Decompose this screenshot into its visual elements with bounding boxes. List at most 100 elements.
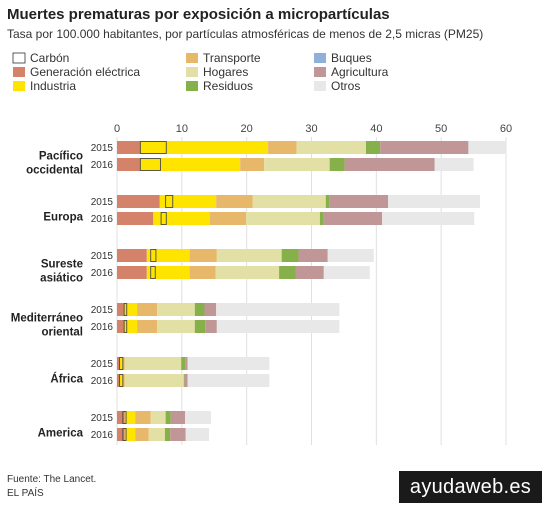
bar-segment-hogares (157, 320, 195, 333)
region-label: África (50, 373, 83, 386)
bar-segment-agricultura (344, 158, 435, 171)
bar-segment-carbon (139, 158, 161, 171)
bar-segment-residuos (281, 249, 299, 262)
bar-segment-agricultura (204, 303, 217, 316)
bar-segment-carbon (122, 411, 127, 424)
bar-segment-transporte (137, 320, 158, 333)
bar-segment-otros (323, 266, 370, 279)
bar-segment-agricultura (170, 428, 186, 441)
bar-segment-generacion (117, 249, 147, 262)
bar-segment-otros (185, 428, 210, 441)
bar-segment-hogares (157, 303, 195, 316)
bar-segment-hogares (216, 249, 282, 262)
bar-segment-residuos (183, 374, 185, 387)
bar-segment-otros (434, 158, 474, 171)
bar-segment-transporte (135, 428, 149, 441)
bar-segment-transporte (268, 141, 297, 154)
year-label: 2016 (91, 160, 114, 171)
bar-segment-residuos (319, 212, 324, 225)
bar-segment-residuos (329, 158, 345, 171)
bar-segment-hogares (124, 357, 182, 370)
chart-bars (117, 141, 506, 441)
stacked-bar-chart: Carbón Transporte Buques Generación eléctri… (11, 51, 512, 445)
bar-segment-generacion (117, 411, 125, 424)
year-label: 2015 (91, 251, 114, 262)
bar-segment-transporte (122, 374, 125, 387)
bar-segment-carbon (150, 266, 156, 279)
year-label: 2015 (91, 197, 114, 208)
bar-segment-industria (124, 428, 136, 441)
bar-segment-agricultura (184, 374, 188, 387)
year-label: 2015 (91, 359, 114, 370)
bar-segment-otros (187, 374, 270, 387)
year-label: 2015 (91, 413, 114, 424)
year-label: 2016 (91, 376, 114, 387)
chart-legend: Carbón Transporte Buques Generación eléctri… (12, 51, 389, 93)
bar-segment-generacion (117, 303, 125, 316)
bar-segment-hogares (215, 266, 280, 279)
region-label: occidental (26, 165, 83, 177)
bar-segment-carbon (165, 195, 174, 208)
bar-segment-agricultura (170, 411, 186, 424)
bar-segment-transporte (240, 158, 265, 171)
bar-segment-generacion (117, 374, 120, 387)
year-label: 2015 (91, 305, 114, 316)
legend-swatch-otros (314, 81, 326, 91)
bar-segment-carbon (160, 212, 167, 225)
bar-segment-residuos (279, 266, 296, 279)
year-label: 2016 (91, 322, 114, 333)
legend-label-hogares: Hogares (203, 65, 248, 79)
x-tick-label-20: 20 (241, 123, 253, 135)
bar-segment-carbon (123, 303, 128, 316)
bar-segment-generacion (117, 428, 125, 441)
bar-segment-otros (216, 303, 340, 316)
region-label: Europa (43, 212, 83, 224)
legend-label-generacion: Generación eléctrica (30, 65, 140, 79)
bar-segment-otros (468, 141, 506, 154)
bar-segment-industria (153, 212, 210, 225)
region-label: oriental (41, 327, 83, 339)
bar-segment-generacion (117, 195, 160, 208)
legend-label-buques: Buques (331, 51, 372, 65)
bar-segment-industria (124, 303, 138, 316)
bar-segment-carbon (119, 374, 124, 387)
bar-segment-industria (124, 411, 136, 424)
chart-subtitle: Tasa por 100.000 habitantes, por partícu… (7, 27, 484, 41)
bar-segment-agricultura (323, 212, 383, 225)
legend-swatch-residuos (186, 81, 198, 91)
legend-label-agricultura: Agricultura (331, 65, 389, 79)
bar-segment-industria (140, 158, 241, 171)
bar-segment-transporte (189, 266, 216, 279)
legend-swatch-industria (13, 81, 25, 91)
bar-segment-industria (119, 357, 123, 370)
legend-label-transporte: Transporte (203, 51, 261, 65)
bar-segment-transporte (122, 357, 125, 370)
bar-segment-agricultura (295, 266, 324, 279)
bar-segment-hogares (296, 141, 366, 154)
x-tick-label-60: 60 (500, 123, 512, 135)
x-tick-label-30: 30 (305, 123, 317, 135)
bar-segment-residuos (365, 141, 381, 154)
bar-segment-carbon (122, 428, 127, 441)
bar-segment-otros (382, 212, 475, 225)
bar-segment-otros (216, 320, 340, 333)
bar-segment-agricultura (185, 357, 188, 370)
bar-segment-residuos (325, 195, 330, 208)
year-label: 2015 (91, 143, 114, 154)
year-label: 2016 (91, 430, 114, 441)
region-labels: Pacífico occidental 2015 2016 Europa 2015 2016… (11, 143, 114, 441)
bar-segment-hogares (264, 158, 330, 171)
region-label: Mediterráneo (11, 313, 83, 325)
bar-segment-otros (187, 357, 270, 370)
bar-segment-industria (146, 249, 190, 262)
bar-segment-hogares (252, 195, 326, 208)
legend-label-otros: Otros (331, 79, 360, 93)
bar-segment-hogares (148, 428, 165, 441)
bar-segment-transporte (189, 249, 217, 262)
bar-segment-residuos (194, 303, 205, 316)
bar-segment-agricultura (380, 141, 469, 154)
bar-segment-residuos (194, 320, 206, 333)
x-tick-label-50: 50 (435, 123, 447, 135)
chart-gridlines (116, 137, 507, 445)
legend-label-industria: Industria (30, 79, 76, 93)
